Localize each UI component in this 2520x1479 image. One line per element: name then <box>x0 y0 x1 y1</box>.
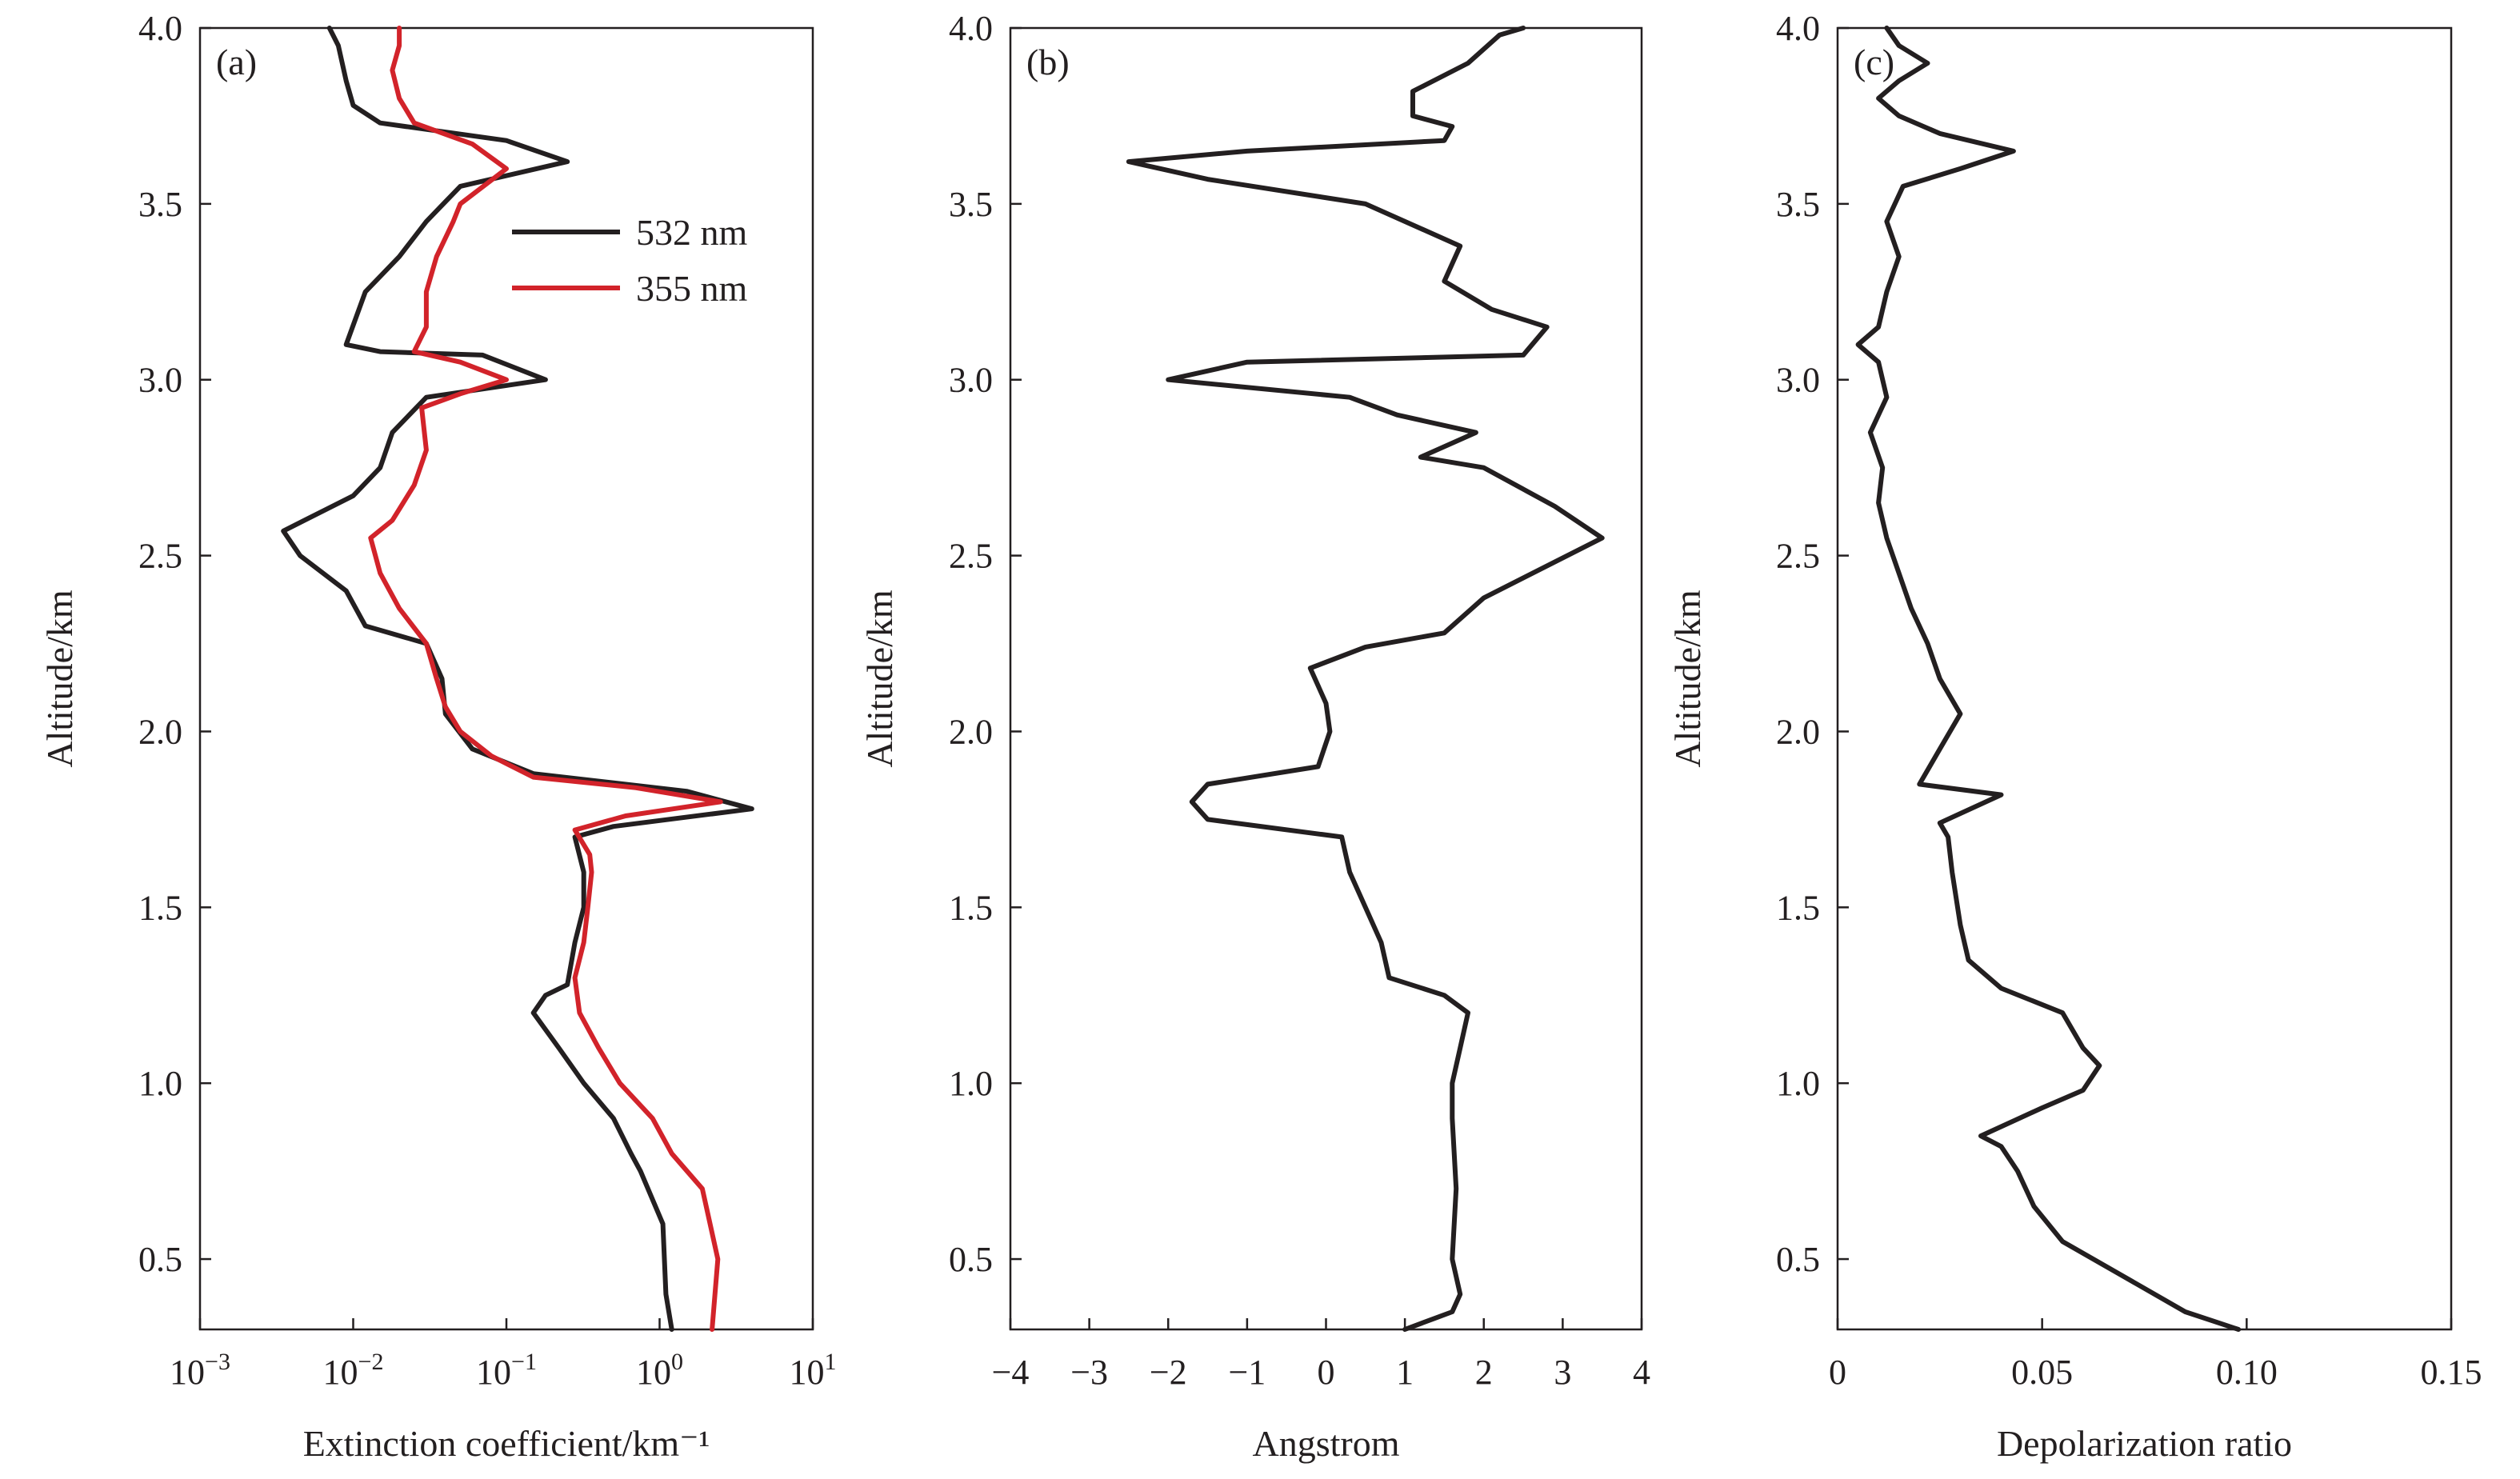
x-tick-label: −2 <box>1150 1353 1187 1392</box>
y-axis-ticks: 0.5 1.0 1.5 2.0 2.5 3.0 3.5 4.0 <box>949 9 1022 1279</box>
y-tick-label: 3.5 <box>138 185 182 224</box>
panel-label: (b) <box>1026 42 1070 82</box>
plot-frame <box>1836 26 2453 1331</box>
panel-label: (a) <box>216 42 257 82</box>
y-tick-label: 4.0 <box>949 9 993 48</box>
x-axis-ticks: 0 0.05 0.10 0.15 <box>1829 1318 2482 1392</box>
y-tick-label: 0.5 <box>1776 1240 1820 1279</box>
x-tick-label: 1 <box>1396 1353 1414 1392</box>
y-axis-ticks: 0.5 1.0 1.5 2.0 2.5 3.0 3.5 4.0 <box>1776 9 1849 1279</box>
y-tick-label: 2.0 <box>1776 712 1820 751</box>
y-tick-label: 4.0 <box>138 9 182 48</box>
y-axis-title: Altitude/km <box>39 590 80 768</box>
y-tick-label: 1.5 <box>138 888 182 927</box>
x-tick-label: 0.10 <box>2216 1353 2278 1392</box>
x-axis-ticks: −4 −3 −2 −1 0 1 2 3 4 <box>992 1318 1650 1392</box>
y-axis-ticks: 0.5 1.0 1.5 2.0 2.5 3.0 3.5 4.0 <box>138 9 211 1279</box>
panel-b: 0.5 1.0 1.5 2.0 2.5 3.0 3.5 4.0 −4 −3 −2 −1 0 1 2 3 4 Ang… <box>859 9 1650 1464</box>
y-tick-label: 2.0 <box>138 712 182 751</box>
x-tick-label: 100 <box>636 1349 683 1392</box>
y-tick-label: 3.0 <box>1776 361 1820 400</box>
x-tick-label: 0 <box>1829 1353 1846 1392</box>
x-tick-label: 4 <box>1633 1353 1650 1392</box>
y-tick-label: 3.0 <box>138 361 182 400</box>
y-tick-label: 4.0 <box>1776 9 1820 48</box>
panel-c: 0.5 1.0 1.5 2.0 2.5 3.0 3.5 4.0 0 0.05 0.10 0.15 Dep… <box>1667 9 2482 1464</box>
x-axis-title: Depolarization ratio <box>1997 1423 2292 1464</box>
x-tick-label: 10−1 <box>476 1349 537 1392</box>
legend: 532 nm 355 nm <box>512 212 748 309</box>
y-tick-label: 1.0 <box>1776 1064 1820 1103</box>
y-axis-title: Altitude/km <box>1667 590 1708 768</box>
y-tick-label: 3.5 <box>1776 185 1820 224</box>
series-line-1 <box>281 26 754 1332</box>
series-line-1 <box>1126 26 1605 1332</box>
panel-label: (c) <box>1854 42 1894 82</box>
x-tick-label: −1 <box>1228 1353 1266 1392</box>
plot-frame <box>1009 26 1643 1331</box>
y-tick-label: 1.0 <box>138 1064 182 1103</box>
legend-label: 355 nm <box>636 268 748 309</box>
y-tick-label: 0.5 <box>138 1240 182 1279</box>
x-tick-label: 0 <box>1318 1353 1335 1392</box>
series-line-2 <box>368 26 723 1332</box>
x-tick-label: 2 <box>1475 1353 1493 1392</box>
y-axis-title: Altitude/km <box>859 590 900 768</box>
x-tick-label: 0.15 <box>2421 1353 2482 1392</box>
y-tick-label: 1.5 <box>949 888 993 927</box>
x-tick-label: −3 <box>1070 1353 1108 1392</box>
panel-a: 0.51.01.52.02.53.03.54.010−3 10−2 10−1 100 1… <box>39 9 837 1464</box>
x-tick-label: 3 <box>1554 1353 1571 1392</box>
x-tick-label: −4 <box>992 1353 1030 1392</box>
x-tick-label: 10−2 <box>323 1349 384 1392</box>
y-tick-label: 0.5 <box>949 1240 993 1279</box>
y-tick-label: 2.5 <box>1776 537 1820 576</box>
x-axis-title: Angstrom <box>1253 1423 1400 1464</box>
y-tick-label: 1.0 <box>949 1064 993 1103</box>
y-tick-label: 1.5 <box>1776 888 1820 927</box>
x-tick-label: 101 <box>790 1349 837 1392</box>
x-tick-label: 10−3 <box>170 1349 230 1392</box>
x-axis-ticks: 10−3 10−2 10−1 100 101 <box>170 1318 837 1392</box>
y-tick-label: 2.5 <box>138 537 182 576</box>
y-tick-label: 3.5 <box>949 185 993 224</box>
y-tick-label: 2.0 <box>949 712 993 751</box>
x-tick-label: 0.05 <box>2011 1353 2073 1392</box>
legend-label: 532 nm <box>636 212 748 253</box>
x-axis-title: Extinction coefficient/km⁻¹ <box>303 1423 710 1464</box>
y-tick-label: 2.5 <box>949 537 993 576</box>
y-tick-label: 3.0 <box>949 361 993 400</box>
series-line-1 <box>1855 26 2242 1332</box>
